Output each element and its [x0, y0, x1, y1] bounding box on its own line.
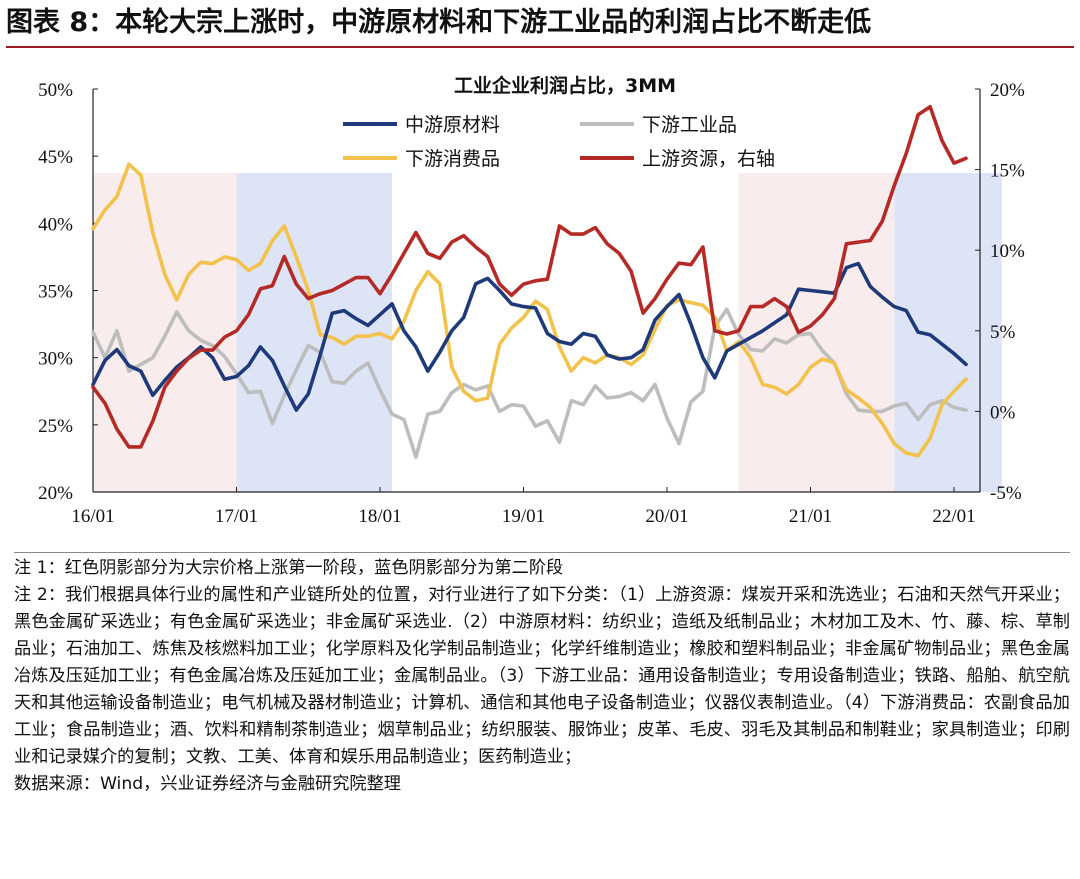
- y-left-tick-label: 45%: [38, 147, 73, 168]
- x-tick-label: 20/01: [645, 506, 688, 527]
- x-tick-label: 22/01: [932, 506, 975, 527]
- footnotes: 注 1：红色阴影部分为大宗价格上涨第一阶段，蓝色阴影部分为第二阶段 注 2：我们…: [14, 552, 1070, 798]
- legend-label-3: 下游消费品: [405, 148, 500, 170]
- legend-label-4: 上游资源，右轴: [642, 148, 775, 170]
- legend-label-1: 中游原材料: [405, 114, 500, 136]
- series-line-3: [91, 162, 968, 458]
- y-right-tick-label: -5%: [990, 483, 1022, 504]
- figure-title: 图表 8：本轮大宗上涨时，中游原材料和下游工业品的利润占比不断走低: [6, 2, 1074, 48]
- y-right-tick-label: 10%: [990, 241, 1025, 262]
- y-right-tick-label: 0%: [990, 402, 1016, 423]
- x-tick-label: 16/01: [71, 506, 114, 527]
- chart-title: 工业企业利润占比，3MM: [454, 74, 676, 97]
- shaded-period-3: [738, 173, 895, 492]
- source-note: 数据来源：Wind，兴业证券经济与金融研究院整理: [14, 774, 401, 794]
- shaded-period-4: [894, 173, 1002, 492]
- x-tick-label: 19/01: [502, 506, 545, 527]
- shaded-periods: [93, 173, 1002, 492]
- y-left-tick-label: 50%: [38, 80, 73, 101]
- series-line-4: [91, 104, 968, 449]
- y-right-tick-label: 15%: [990, 161, 1025, 182]
- axes: 20%25%30%35%40%45%50%-5%0%5%10%15%20%16/…: [38, 80, 1025, 527]
- note-1: 注 1：红色阴影部分为大宗价格上涨第一阶段，蓝色阴影部分为第二阶段: [14, 558, 564, 578]
- y-left-tick-label: 35%: [38, 282, 73, 303]
- note-2: 注 2：我们根据具体行业的属性和产业链所处的位置，对行业进行了如下分类：（1）上…: [14, 585, 1070, 767]
- x-tick-label: 17/01: [215, 506, 258, 527]
- legend-label-2: 下游工业品: [642, 114, 737, 136]
- y-right-tick-label: 20%: [990, 80, 1025, 101]
- y-right-tick-label: 5%: [990, 322, 1016, 343]
- y-left-tick-label: 30%: [38, 349, 73, 370]
- y-left-tick-label: 20%: [38, 483, 73, 504]
- shaded-period-2: [236, 173, 392, 492]
- line-chart: 20%25%30%35%40%45%50%-5%0%5%10%15%20%16/…: [38, 74, 1025, 527]
- series-line-1: [91, 261, 968, 412]
- y-left-tick-label: 40%: [38, 214, 73, 235]
- y-left-tick-label: 25%: [38, 416, 73, 437]
- x-tick-label: 18/01: [358, 506, 401, 527]
- series-lines: [91, 104, 968, 459]
- x-tick-label: 21/01: [789, 506, 832, 527]
